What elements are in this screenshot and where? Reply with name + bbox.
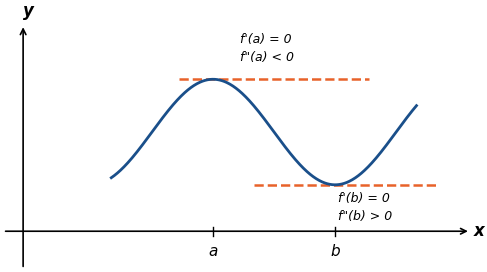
Text: b: b: [330, 244, 340, 259]
Text: f'(a) = 0
f"(a) < 0: f'(a) = 0 f"(a) < 0: [240, 33, 294, 64]
Text: y: y: [23, 2, 34, 20]
Text: f'(b) = 0
f"(b) > 0: f'(b) = 0 f"(b) > 0: [338, 191, 393, 222]
Text: a: a: [208, 244, 218, 259]
Text: x: x: [474, 222, 485, 240]
